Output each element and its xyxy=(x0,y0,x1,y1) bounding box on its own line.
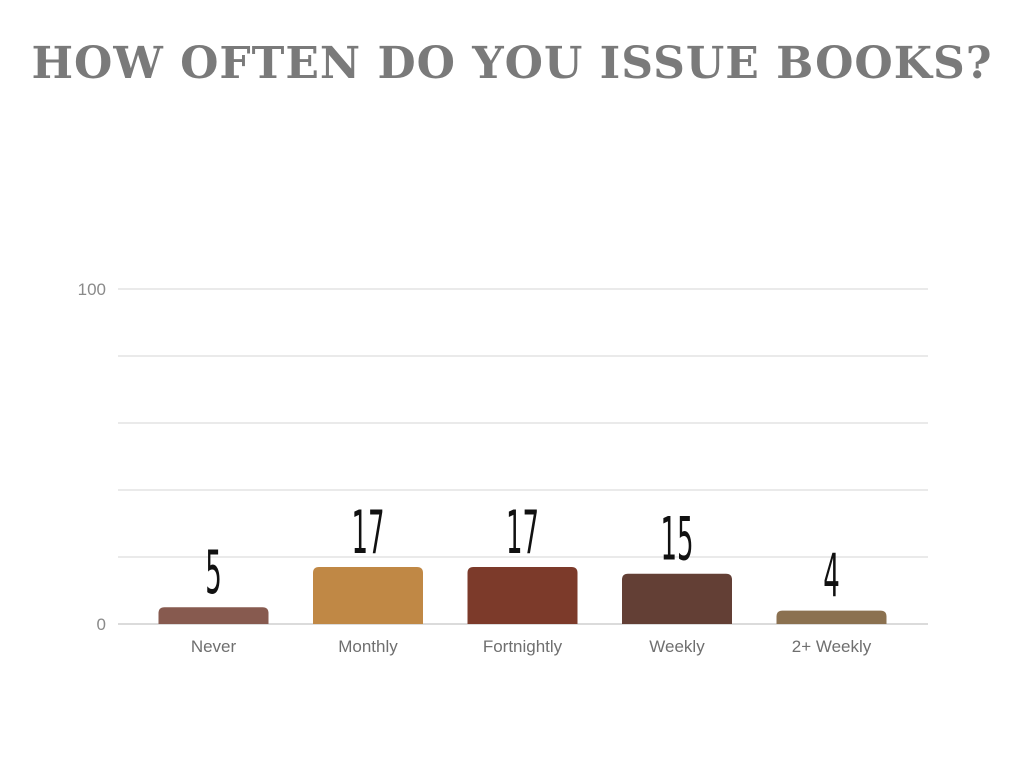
y-tick-label: 0 xyxy=(97,615,106,634)
bar-monthly xyxy=(313,567,423,624)
value-labels: 5 17 17 15 4 xyxy=(205,497,840,611)
bar-weekly xyxy=(622,573,732,624)
category-labels: Never Monthly Fortnightly Weekly 2+ Weekly xyxy=(191,637,872,656)
value-label: 4 xyxy=(823,541,840,611)
category-label: Monthly xyxy=(338,637,398,656)
category-label: Weekly xyxy=(649,637,705,656)
value-label: 5 xyxy=(205,537,222,607)
value-label: 17 xyxy=(506,497,539,567)
bars xyxy=(158,567,887,624)
y-tick-label: 100 xyxy=(78,280,106,299)
value-label: 15 xyxy=(660,504,693,574)
category-label: Fortnightly xyxy=(483,637,563,656)
category-label: 2+ Weekly xyxy=(792,637,872,656)
bar-fortnightly xyxy=(467,567,578,624)
chart-title: HOW OFTEN DO YOU ISSUE BOOKS? xyxy=(31,38,993,89)
bar-never xyxy=(158,607,269,624)
bar-2-weekly xyxy=(776,610,887,624)
category-label: Never xyxy=(191,637,237,656)
value-label: 17 xyxy=(351,497,384,567)
y-axis-ticks: 0 100 xyxy=(78,280,106,634)
